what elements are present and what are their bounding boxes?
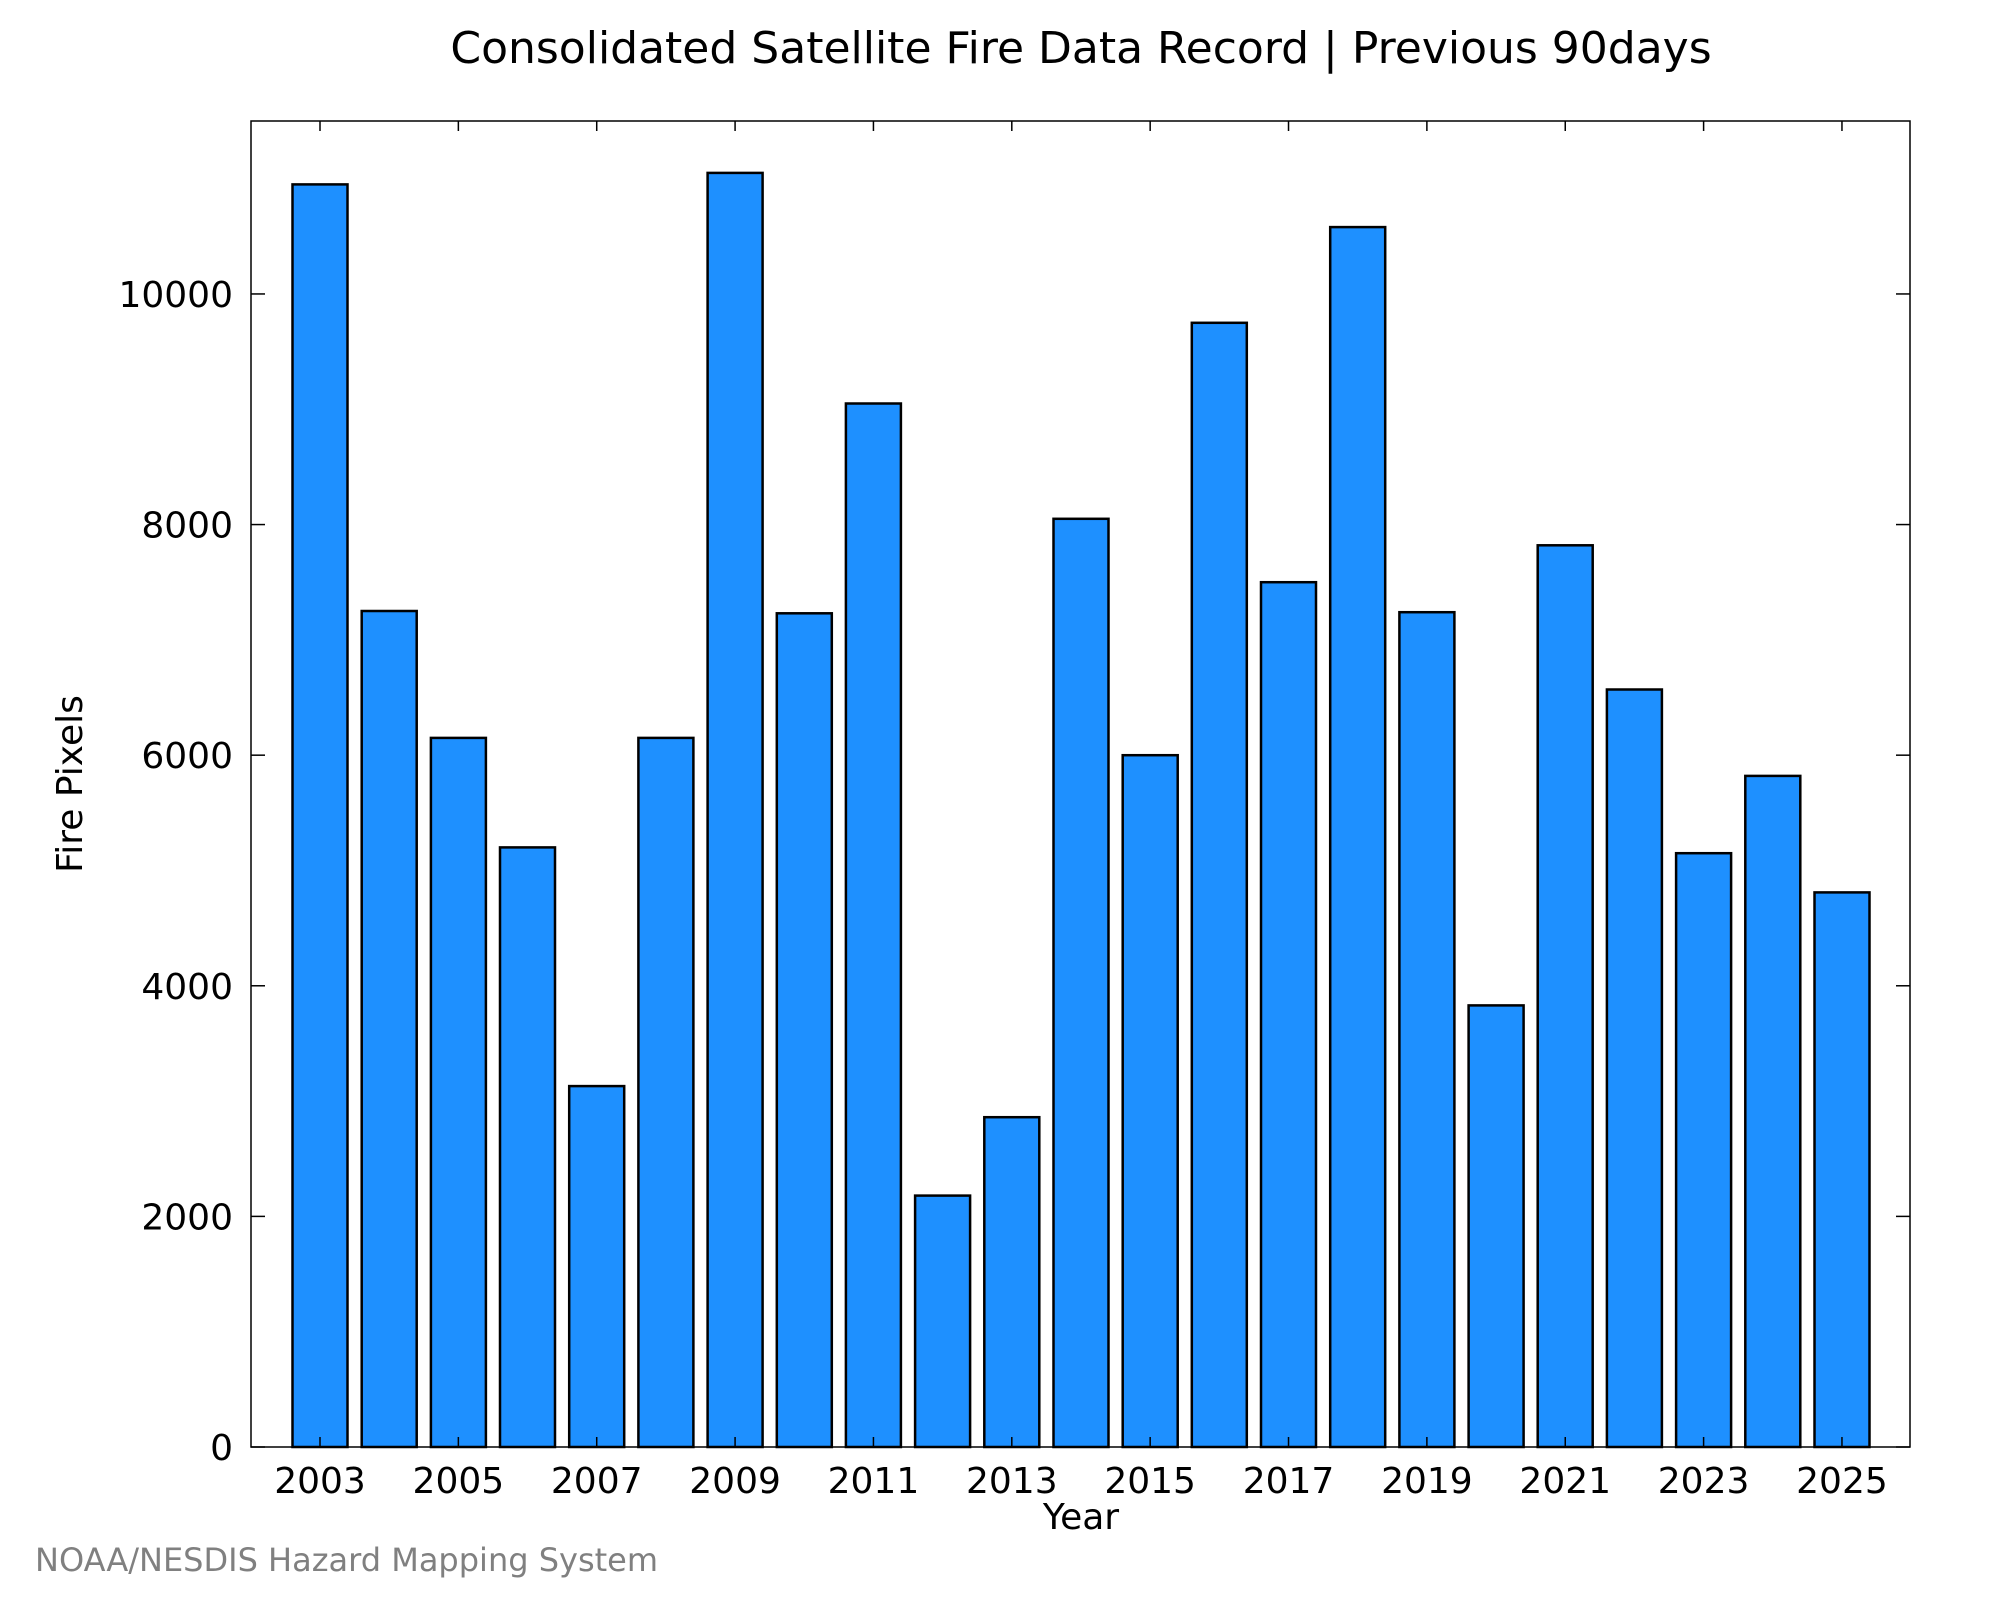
bar-2006 [498,846,557,1449]
bar-2015 [1121,753,1179,1449]
bar-2005 [429,736,488,1449]
x-tick-label: 2021 [1519,1461,1611,1502]
x-tick-label: 2007 [551,1461,643,1502]
bar-2017 [1259,580,1318,1449]
x-tick-label: 2005 [413,1461,505,1502]
x-tick-label: 2023 [1658,1461,1750,1502]
x-tick-label: 2025 [1796,1461,1888,1502]
y-tick-label: 10000 [118,275,233,316]
bar-2012 [913,1194,972,1449]
y-tick-label: 6000 [141,736,233,777]
bar-2009 [706,171,764,1449]
bar-2021 [1536,544,1594,1449]
bar-2016 [1190,321,1249,1449]
y-axis-ticks: 0 2000 4000 6000 8000 10000 [118,275,1910,1469]
bar-2024 [1744,774,1802,1449]
bar-2022 [1605,688,1664,1449]
bar-2019 [1398,610,1456,1449]
x-tick-label: 2017 [1243,1461,1335,1502]
x-tick-label: 2019 [1381,1461,1473,1502]
x-tick-label: 2009 [689,1461,781,1502]
bar-2003 [291,183,349,1449]
bar-2018 [1328,225,1387,1449]
x-tick-label: 2011 [828,1461,920,1502]
bar-2013 [983,1115,1041,1449]
credit-text: NOAA/NESDIS Hazard Mapping System [35,1541,658,1579]
y-axis-label: Fire Pixels [50,695,91,873]
bar-2011 [844,402,903,1449]
x-tick-label: 2015 [1104,1461,1196,1502]
x-axis-ticks: 2003 2005 2007 2009 2011 2013 2015 2017 2019 2021… [274,121,1888,1502]
y-tick-label: 8000 [141,506,233,547]
bar-2007 [567,1084,626,1449]
bar-2010 [775,612,834,1449]
chart-title: Consolidated Satellite Fire Data Record … [450,23,1711,74]
y-tick-label: 2000 [141,1197,233,1238]
bar-2020 [1467,1004,1525,1449]
y-tick-label: 4000 [141,967,233,1008]
bar-2008 [637,736,695,1449]
y-tick-label: 0 [210,1428,233,1469]
x-tick-label: 2003 [274,1461,366,1502]
bar-2004 [360,609,418,1449]
x-tick-label: 2013 [966,1461,1058,1502]
bars-group [291,171,1871,1449]
bar-2023 [1674,851,1733,1449]
bar-2014 [1052,517,1110,1449]
x-axis-label: Year [1042,1497,1119,1538]
bar-2025 [1813,891,1871,1449]
